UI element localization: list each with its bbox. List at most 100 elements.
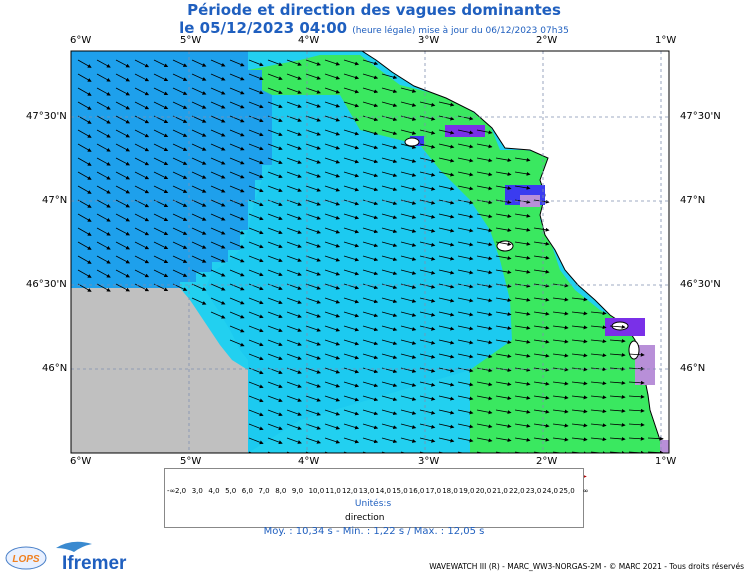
- direction-arrow: [191, 129, 207, 137]
- direction-arrow: [210, 87, 226, 95]
- direction-arrow: [419, 395, 436, 401]
- direction-arrow: [438, 269, 455, 275]
- direction-arrow: [438, 199, 455, 205]
- direction-arrow: [381, 339, 398, 346]
- direction-arrow: [552, 381, 569, 386]
- direction-arrow: [305, 185, 321, 192]
- direction-arrow: [134, 171, 150, 180]
- direction-arrow: [324, 423, 341, 430]
- direction-arrow: [400, 409, 417, 415]
- direction-arrow: [286, 437, 302, 444]
- land: [361, 51, 669, 453]
- direction-arrow: [343, 101, 360, 108]
- direction-arrow: [153, 129, 169, 137]
- direction-arrow: [362, 101, 379, 108]
- direction-arrow: [172, 59, 188, 67]
- direction-arrow: [476, 423, 493, 429]
- map-subtitle: le 05/12/2023 04:00 (heure légale) mise …: [0, 18, 748, 37]
- direction-arrow: [191, 59, 207, 67]
- direction-arrow: [134, 269, 150, 278]
- direction-arrow: [533, 227, 550, 232]
- direction-arrow: [571, 437, 588, 442]
- direction-arrow: [191, 283, 207, 291]
- direction-arrow: [77, 227, 92, 236]
- direction-arrow: [324, 353, 341, 360]
- direction-arrow: [134, 227, 150, 236]
- legend-label: 19,0: [458, 487, 475, 495]
- direction-arrow: [495, 381, 512, 387]
- direction-arrow: [419, 241, 436, 247]
- direction-arrow: [153, 101, 169, 109]
- direction-arrow: [286, 87, 302, 94]
- direction-arrow: [419, 213, 436, 219]
- direction-arrow: [362, 129, 379, 136]
- direction-arrow: [438, 129, 455, 135]
- direction-arrow: [438, 339, 455, 345]
- direction-arrow: [514, 255, 531, 260]
- legend-label-low: -∞: [167, 487, 176, 495]
- direction-arrow: [229, 101, 245, 109]
- direction-arrow: [400, 227, 417, 233]
- zone-deep-blue: [71, 51, 272, 288]
- direction-arrow: [419, 409, 436, 415]
- direction-arrow: [286, 325, 302, 332]
- direction-arrow: [571, 409, 588, 414]
- lon-label-top-2w: 2°W: [536, 35, 558, 46]
- direction-arrow: [476, 339, 493, 345]
- direction-arrow: [362, 255, 379, 262]
- direction-arrow: [77, 87, 92, 96]
- legend-direction-label: direction: [345, 513, 385, 523]
- direction-arrow: [115, 157, 131, 166]
- direction-arrow: [362, 297, 379, 304]
- direction-arrow: [533, 325, 550, 330]
- direction-arrow: [305, 269, 321, 276]
- direction-arrow: [248, 87, 264, 95]
- direction-arrow: [400, 381, 417, 387]
- direction-arrow: [267, 143, 283, 151]
- direction-arrow: [552, 297, 569, 302]
- lon-label-top-1w: 1°W: [655, 35, 677, 46]
- direction-arrow: [77, 73, 92, 82]
- direction-arrow: [514, 269, 531, 274]
- direction-arrow: [381, 255, 398, 262]
- direction-arrow: [514, 409, 531, 414]
- direction-arrow: [514, 241, 531, 246]
- direction-arrow: [267, 423, 283, 431]
- direction-arrow: [153, 227, 169, 235]
- direction-arrow: [305, 325, 321, 332]
- direction-arrow: [400, 143, 417, 149]
- direction-arrow: [172, 157, 188, 165]
- direction-arrow: [571, 395, 588, 400]
- direction-arrow: [286, 297, 302, 304]
- direction-arrow: [305, 241, 321, 248]
- direction-arrow: [153, 59, 169, 67]
- direction-arrow: [343, 227, 360, 234]
- direction-arrow: [305, 283, 321, 290]
- direction-arrow: [419, 227, 436, 233]
- direction-arrow: [609, 408, 626, 413]
- legend-panel: [164, 468, 584, 528]
- direction-arrow: [267, 171, 283, 179]
- direction-arrow: [77, 157, 92, 166]
- direction-arrow: [324, 241, 341, 248]
- direction-arrow: [381, 171, 398, 178]
- direction-arrow: [305, 157, 321, 164]
- direction-arrow: [362, 185, 379, 192]
- direction-arrow: [229, 185, 245, 193]
- direction-arrow: [248, 101, 264, 109]
- direction-arrow: [343, 325, 360, 332]
- direction-arrow: [362, 437, 379, 444]
- direction-arrow: [476, 437, 493, 443]
- direction-arrow: [229, 325, 245, 333]
- direction-arrow: [362, 409, 379, 416]
- direction-arrow: [286, 339, 302, 346]
- island-belle-ile: [404, 137, 420, 147]
- zone-green-coastal: [248, 55, 669, 453]
- direction-arrow: [476, 129, 493, 135]
- lon-label-bottom-2w: 2°W: [536, 456, 558, 467]
- direction-arrow: [381, 269, 398, 276]
- direction-arrow: [229, 297, 245, 305]
- direction-arrow: [210, 143, 226, 151]
- legend-label: 3,0: [191, 487, 203, 495]
- direction-arrow: [267, 353, 283, 361]
